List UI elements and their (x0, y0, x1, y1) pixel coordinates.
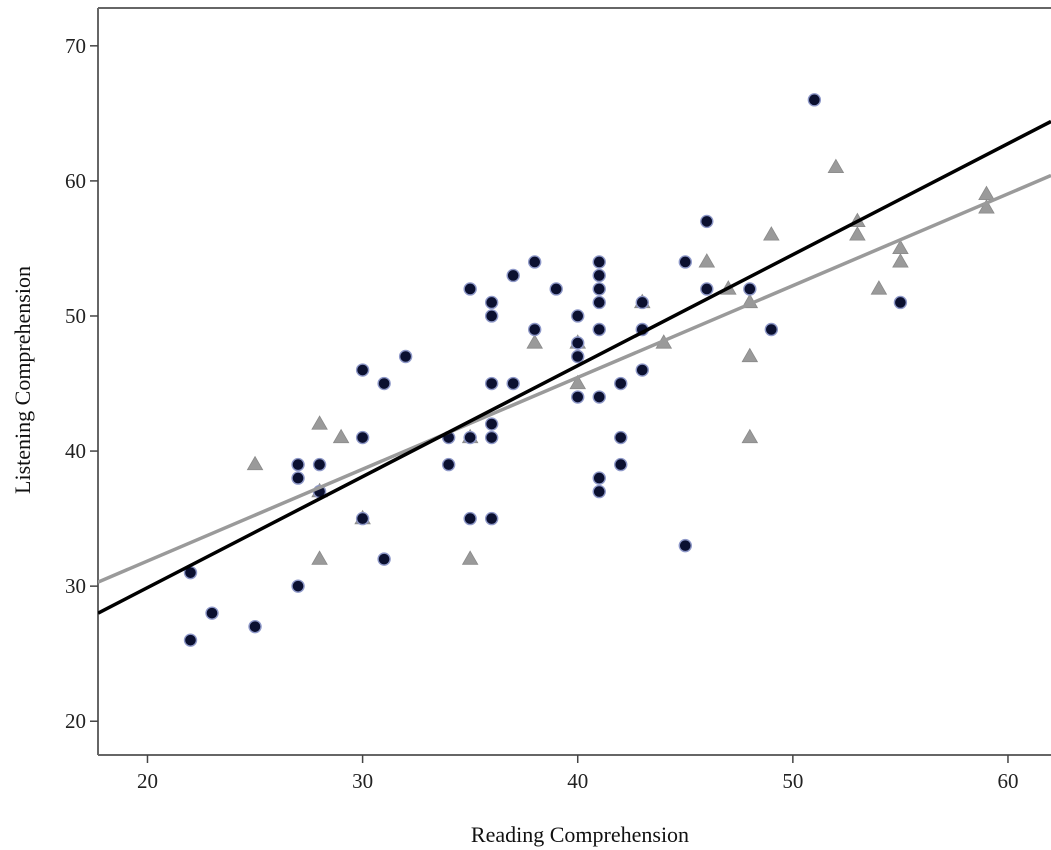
circle-point (484, 417, 499, 431)
circle-point (743, 282, 757, 296)
circle-point (312, 457, 327, 472)
triangle-point (978, 185, 995, 201)
circle-point (893, 295, 908, 310)
circle-point (592, 484, 606, 499)
triangle-point (332, 428, 350, 444)
x-tick-label: 50 (782, 769, 803, 793)
x-tick-label: 20 (137, 769, 158, 793)
circle-point (528, 322, 542, 337)
circle-point (463, 430, 477, 445)
circle-point (377, 552, 391, 566)
triangle-point (461, 550, 479, 565)
circle-point (592, 322, 606, 337)
y-tick-label: 40 (65, 439, 86, 463)
x-axis-title: Reading Comprehension (471, 822, 689, 847)
triangle-point (849, 226, 866, 241)
circle-point (183, 633, 198, 647)
circle-point (700, 214, 714, 229)
triangle-point (311, 550, 328, 565)
circle-point (484, 295, 499, 310)
circle-point (571, 336, 585, 350)
circle-point (592, 268, 606, 283)
triangle-point (763, 226, 780, 241)
triangle-point (526, 334, 543, 349)
circle-point (571, 390, 585, 404)
triangle-point (246, 455, 264, 471)
circle-point (484, 511, 499, 526)
triangle-point (741, 428, 759, 444)
x-axis: 20 30 40 50 60 (137, 755, 1018, 793)
circle-point (549, 282, 563, 296)
x-tick-label: 30 (352, 769, 373, 793)
triangle-point (870, 280, 888, 295)
triangle-point (569, 374, 587, 390)
fit-line-gray (98, 173, 1051, 584)
circle-point (506, 268, 520, 283)
x-tick-label: 40 (567, 769, 588, 793)
circle-point (355, 363, 370, 377)
circle-point (441, 457, 456, 472)
circle-point (614, 430, 628, 445)
fit-line-dark (98, 119, 1051, 615)
circle-point (678, 255, 692, 269)
circle-point (484, 309, 499, 323)
triangle-point (892, 253, 909, 268)
circle-point (355, 511, 370, 526)
circle-point (571, 349, 585, 364)
circle-point (463, 282, 477, 296)
circle-point (614, 376, 628, 391)
triangle-point (827, 158, 845, 173)
y-axis-title: Listening Comprehension (10, 266, 35, 494)
y-tick-label: 30 (65, 574, 86, 598)
circle-point (592, 295, 606, 310)
circle-point (614, 457, 628, 472)
circle-point (291, 579, 305, 593)
circle-point (377, 376, 391, 391)
circle-point (398, 349, 413, 364)
x-tick-label: 60 (997, 769, 1018, 793)
y-axis: 20 30 40 50 60 70 (65, 34, 98, 733)
circle-point (592, 282, 606, 296)
circle-point (506, 376, 520, 391)
circle-point (592, 390, 606, 404)
circle-point (291, 457, 305, 472)
triangle-point (698, 253, 716, 268)
circle-point (764, 322, 779, 337)
circle-point (678, 538, 692, 553)
y-tick-label: 50 (65, 304, 86, 328)
circle-point (484, 376, 499, 391)
circle-point (528, 255, 542, 269)
circle-point (484, 430, 499, 445)
circle-point (355, 430, 370, 445)
circle-point (205, 606, 219, 620)
circle-point (592, 255, 606, 269)
circle-point (635, 295, 649, 310)
circle-point (248, 619, 262, 634)
triangle-point (311, 415, 328, 430)
circle-point (700, 282, 714, 296)
circle-point (571, 309, 585, 323)
data-layer (98, 93, 1051, 647)
y-tick-label: 60 (65, 169, 86, 193)
circle-point (592, 471, 606, 485)
y-tick-label: 70 (65, 34, 86, 58)
circle-point (635, 363, 649, 377)
circle-point (463, 511, 477, 526)
triangle-point (741, 347, 759, 363)
plot-area (97, 7, 1051, 756)
y-tick-label: 20 (65, 709, 86, 733)
circle-point (291, 471, 305, 485)
circle-point (807, 93, 822, 107)
